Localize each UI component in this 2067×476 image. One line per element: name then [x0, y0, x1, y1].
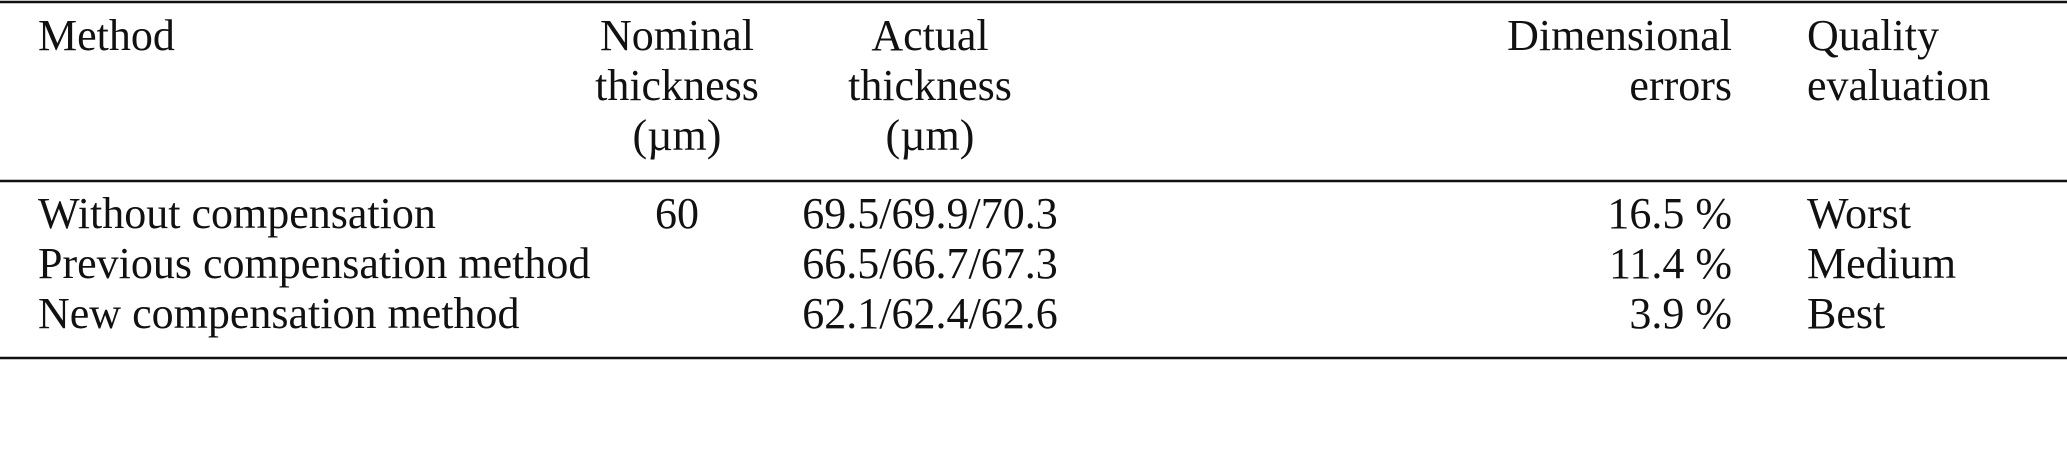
body-cell: 11.4 % [1609, 239, 1732, 288]
body-cell: Best [1807, 289, 1885, 338]
header-cell: (µm) [886, 111, 975, 160]
body-cell: Medium [1807, 239, 1956, 288]
body-cell: 69.5/69.9/70.3 [802, 189, 1057, 238]
cells: Method Nominalthickness(µm)Actualthicknes… [38, 11, 1990, 338]
header-cell: thickness [595, 61, 759, 110]
header-cell: Quality [1807, 11, 1939, 60]
body-cell: Worst [1807, 189, 1911, 238]
body-cell: New compensation method [38, 289, 519, 338]
header-cell: Method [38, 11, 175, 60]
body-cell: 62.1/62.4/62.6 [802, 289, 1057, 338]
header-cell: evaluation [1807, 61, 1990, 110]
header-cell: Nominal [600, 11, 754, 60]
body-cell: 60 [655, 189, 699, 238]
header-cell: thickness [848, 61, 1012, 110]
header-cell: Dimensional [1507, 11, 1732, 60]
body-cell: 3.9 % [1629, 289, 1732, 338]
body-cell: Previous compensation method [38, 239, 590, 288]
body-cell: 66.5/66.7/67.3 [802, 239, 1057, 288]
header-cell: (µm) [633, 111, 722, 160]
body-cell: 16.5 % [1607, 189, 1732, 238]
header-cell: errors [1629, 61, 1732, 110]
header-cell: Actual [871, 11, 988, 60]
body-cell: Without compensation [38, 189, 436, 238]
